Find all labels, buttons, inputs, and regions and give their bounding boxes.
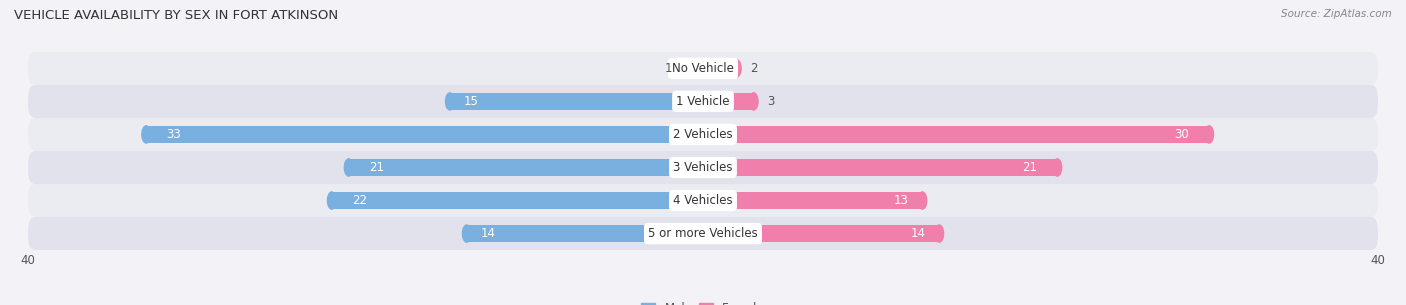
Text: 14: 14: [911, 227, 925, 240]
Bar: [686, 60, 703, 77]
Text: 13: 13: [894, 194, 908, 207]
FancyBboxPatch shape: [28, 52, 1378, 85]
Text: 4 Vehicles: 4 Vehicles: [673, 194, 733, 207]
Bar: [467, 225, 703, 242]
Text: 22: 22: [352, 194, 367, 207]
Text: No Vehicle: No Vehicle: [672, 62, 734, 75]
Text: 14: 14: [481, 227, 495, 240]
Circle shape: [328, 192, 336, 209]
Circle shape: [463, 225, 471, 242]
FancyBboxPatch shape: [28, 118, 1378, 151]
Bar: [146, 126, 703, 143]
Text: VEHICLE AVAILABILITY BY SEX IN FORT ATKINSON: VEHICLE AVAILABILITY BY SEX IN FORT ATKI…: [14, 9, 339, 22]
Circle shape: [1205, 126, 1213, 143]
Text: 1: 1: [665, 62, 672, 75]
Text: 2: 2: [751, 62, 758, 75]
FancyBboxPatch shape: [28, 151, 1378, 184]
Text: 30: 30: [1174, 128, 1189, 141]
Text: 3 Vehicles: 3 Vehicles: [673, 161, 733, 174]
FancyBboxPatch shape: [28, 85, 1378, 118]
Circle shape: [749, 93, 758, 110]
Bar: [703, 93, 754, 110]
Text: 15: 15: [464, 95, 478, 108]
Text: 3: 3: [768, 95, 775, 108]
Bar: [349, 159, 703, 176]
FancyBboxPatch shape: [28, 217, 1378, 250]
FancyBboxPatch shape: [28, 184, 1378, 217]
Bar: [703, 60, 737, 77]
Legend: Male, Female: Male, Female: [637, 297, 769, 305]
Circle shape: [142, 126, 150, 143]
Text: 33: 33: [166, 128, 181, 141]
Text: 21: 21: [1022, 161, 1038, 174]
Circle shape: [918, 192, 927, 209]
Circle shape: [935, 225, 943, 242]
Text: 2 Vehicles: 2 Vehicles: [673, 128, 733, 141]
Circle shape: [733, 60, 741, 77]
Text: 21: 21: [368, 161, 384, 174]
Bar: [703, 192, 922, 209]
Bar: [703, 126, 1209, 143]
Bar: [450, 93, 703, 110]
Bar: [703, 159, 1057, 176]
Text: 1 Vehicle: 1 Vehicle: [676, 95, 730, 108]
Circle shape: [1053, 159, 1062, 176]
Text: 5 or more Vehicles: 5 or more Vehicles: [648, 227, 758, 240]
Circle shape: [344, 159, 353, 176]
Bar: [703, 225, 939, 242]
Bar: [332, 192, 703, 209]
Circle shape: [682, 60, 690, 77]
Text: Source: ZipAtlas.com: Source: ZipAtlas.com: [1281, 9, 1392, 19]
Circle shape: [446, 93, 454, 110]
